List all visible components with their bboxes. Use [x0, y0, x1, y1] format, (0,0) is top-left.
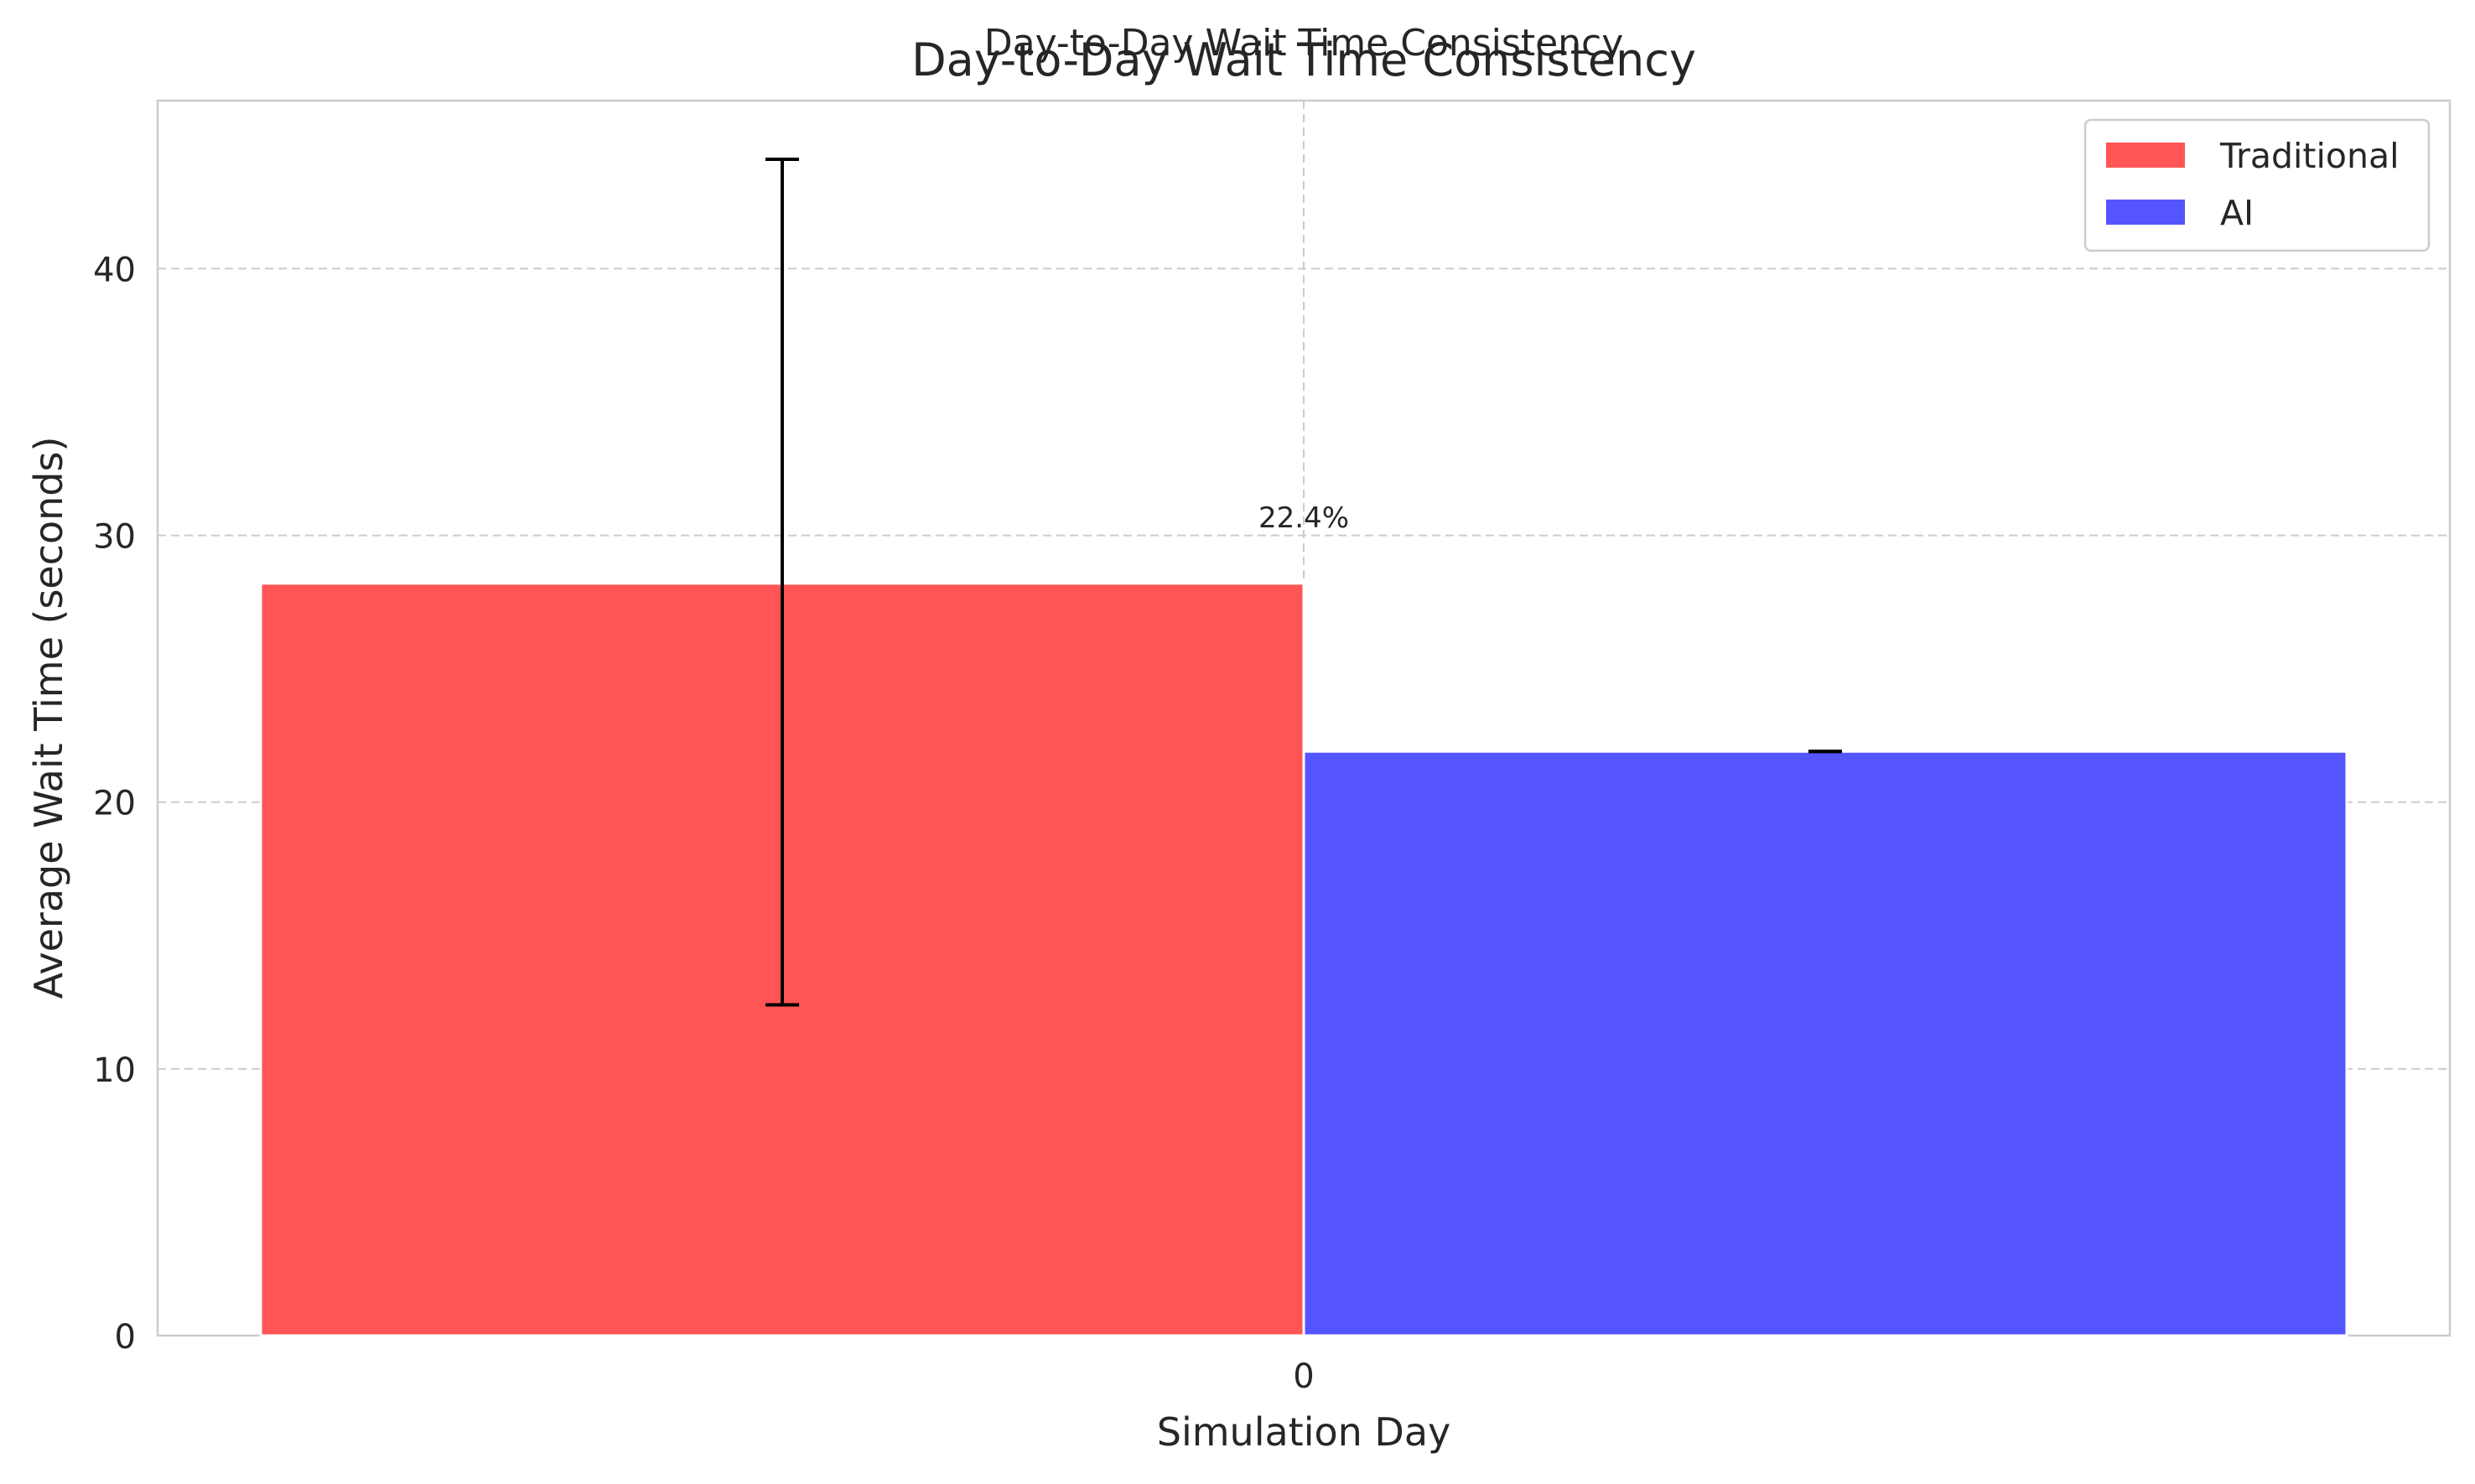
y-tick-label: 30	[93, 518, 136, 557]
annotations: 22.4%	[1258, 501, 1349, 535]
x-tick-labels: 0	[1293, 1357, 1314, 1396]
chart-title: Day-to-Day Wait Time Consistency	[911, 34, 1696, 86]
chart-suptitle: Day-to-Day Wait Time Consistency	[984, 22, 1624, 65]
bars	[259, 582, 2348, 1337]
legend-swatch-ai	[2106, 200, 2185, 225]
y-tick-labels: 0 10 20 30 40	[93, 251, 136, 1357]
bar-ai	[1302, 750, 2348, 1337]
y-tick-label: 10	[93, 1051, 136, 1090]
bar-annotation: 22.4%	[1258, 501, 1349, 535]
y-tick-label: 0	[115, 1318, 136, 1357]
legend: Traditional AI	[2083, 118, 2431, 252]
legend-label-traditional: Traditional	[2219, 136, 2399, 176]
x-tick-label: 0	[1293, 1357, 1314, 1396]
x-axis-label: Simulation Day	[1157, 1409, 1450, 1455]
y-tick-label: 40	[93, 251, 136, 289]
legend-label-ai: AI	[2220, 193, 2254, 233]
legend-swatch-traditional	[2106, 143, 2185, 168]
y-axis-label: Average Wait Time (seconds)	[26, 437, 71, 999]
y-tick-label: 20	[93, 785, 136, 823]
error-bars	[765, 157, 1842, 1007]
